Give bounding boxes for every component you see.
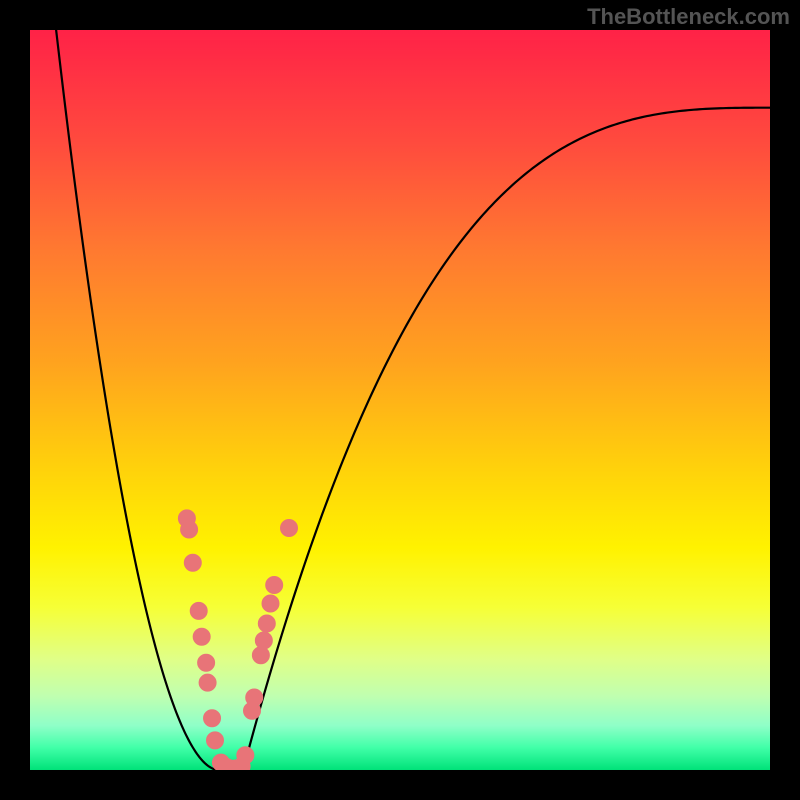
data-marker <box>262 595 279 612</box>
data-marker <box>181 521 198 538</box>
data-marker <box>198 654 215 671</box>
plot-area <box>30 30 770 770</box>
data-marker <box>193 628 210 645</box>
data-marker <box>255 632 272 649</box>
data-marker <box>207 732 224 749</box>
data-marker <box>237 747 254 764</box>
plot-svg <box>30 30 770 770</box>
data-marker <box>190 602 207 619</box>
data-marker <box>184 554 201 571</box>
data-marker <box>281 520 298 537</box>
data-marker <box>246 689 263 706</box>
data-marker <box>199 674 216 691</box>
data-marker <box>252 647 269 664</box>
gradient-bg <box>30 30 770 770</box>
chart-container: TheBottleneck.com <box>0 0 800 800</box>
data-marker <box>258 615 275 632</box>
data-marker <box>266 577 283 594</box>
data-marker <box>204 710 221 727</box>
watermark-text: TheBottleneck.com <box>587 4 790 30</box>
